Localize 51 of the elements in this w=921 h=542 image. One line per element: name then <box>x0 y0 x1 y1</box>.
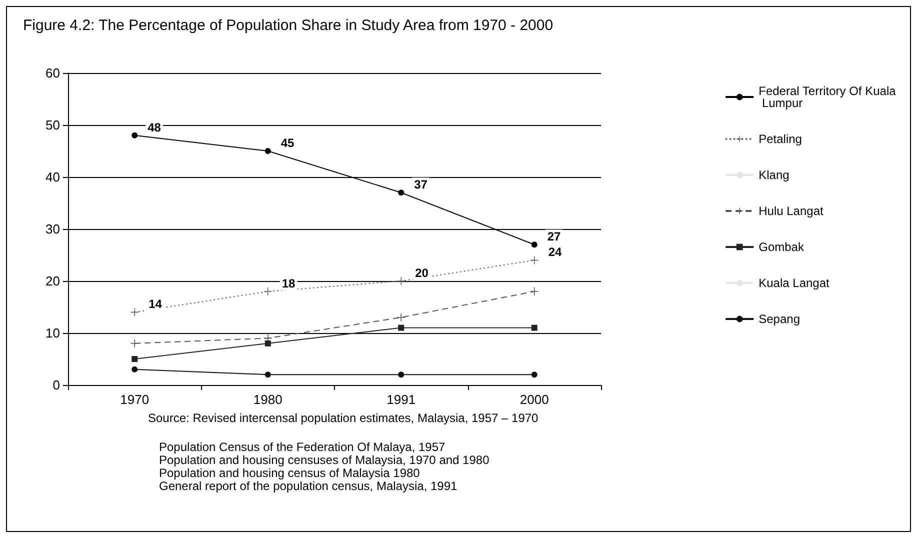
source-note: Source: Revised intercensal population estimates, Malaysia, 1957 – 1970 <box>148 411 539 425</box>
y-tick-label: 50 <box>46 118 60 132</box>
legend-label: Klang <box>758 168 790 182</box>
point <box>397 313 406 322</box>
text: General report of the population census, Malaysia, 1991 <box>159 479 458 493</box>
y-tick-label: 0 <box>52 378 60 392</box>
point <box>264 287 272 296</box>
point <box>397 277 406 285</box>
data-label: 14 <box>148 297 162 312</box>
point <box>264 340 271 346</box>
point <box>130 339 139 348</box>
y-tick-label: 40 <box>46 170 60 184</box>
x-tick-label: 2000 <box>520 392 549 407</box>
text: Population Census of the Federation Of Malaya, 1957 <box>159 440 446 454</box>
point <box>264 148 271 154</box>
data-label: 37 <box>414 178 428 192</box>
chart-title: Figure 4.2: The Percentage of Population Share in Study Area from 1970 - 2000 <box>23 17 554 34</box>
point <box>531 242 538 248</box>
data-label: 18 <box>282 276 296 290</box>
text: Population and housing censuses of Malaysia, 1970 and 1980 <box>159 453 490 467</box>
legend-label: Federal Territory Of Kuala Lumpur <box>758 84 896 110</box>
legend-label: Kuala Langat <box>758 276 830 290</box>
point <box>530 287 538 296</box>
point <box>531 372 538 378</box>
point <box>398 372 404 378</box>
y-tick-label: 10 <box>46 326 60 340</box>
data-label: 45 <box>280 136 295 150</box>
data-label: 48 <box>148 120 162 134</box>
y-tick-label: 60 <box>46 66 60 80</box>
point <box>132 132 138 138</box>
data-label: 20 <box>415 266 429 280</box>
text: Population and housing census of Malaysia 1980 <box>159 466 420 480</box>
data-label: 27 <box>547 230 562 244</box>
y-tick-label: 30 <box>46 222 60 236</box>
x-tick-label: 1991 <box>386 392 416 407</box>
legend-label: Hulu Langat <box>758 204 824 218</box>
legend-label: Petaling <box>758 132 802 146</box>
point <box>398 324 404 331</box>
y-tick-label: 20 <box>46 274 60 288</box>
point <box>132 356 138 362</box>
data-label: 24 <box>548 245 562 260</box>
legend-label: Sepang <box>758 312 800 326</box>
x-tick-label: 1980 <box>253 392 282 407</box>
point <box>398 190 404 196</box>
point <box>130 308 139 316</box>
legend-label: Gombak <box>758 240 805 254</box>
point <box>530 256 538 264</box>
point <box>264 372 271 378</box>
x-tick-label: 1970 <box>120 392 150 407</box>
point <box>531 324 538 331</box>
point <box>132 366 138 372</box>
